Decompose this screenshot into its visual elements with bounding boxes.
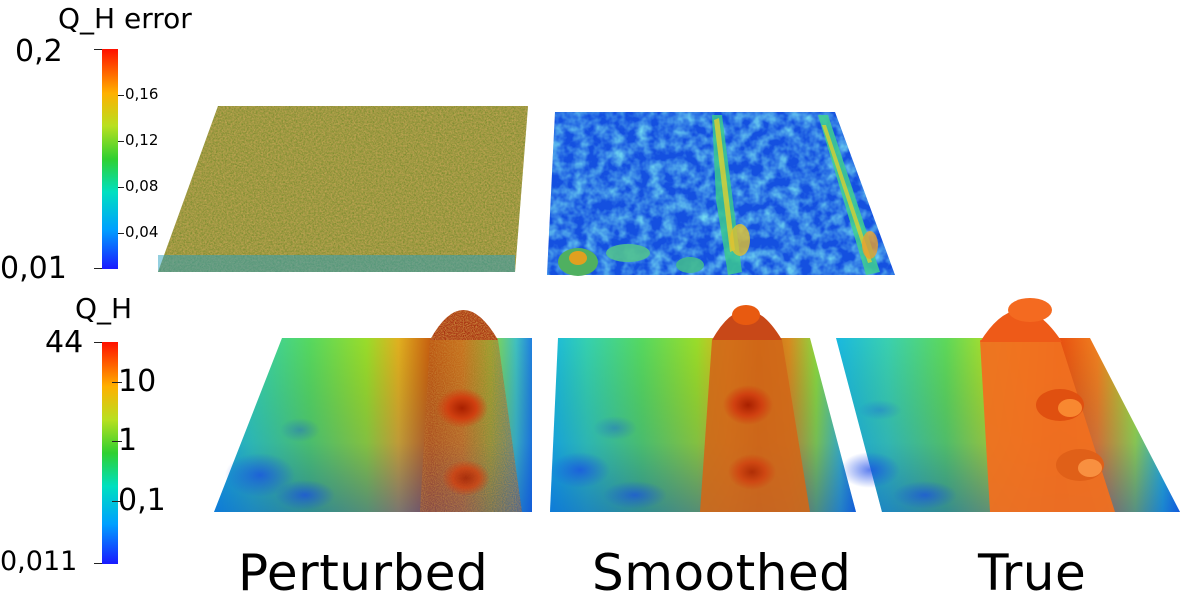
smoothed-qh-surface (550, 305, 856, 512)
value-colorbar-min-label: 0,011 (0, 546, 78, 577)
value-tick-3 (112, 501, 122, 502)
error-tick-label-3: 0,08 (125, 177, 159, 195)
value-colorbar-max-tick (94, 342, 102, 343)
perturbed-error-surface (158, 106, 528, 272)
true-qh-surface (836, 298, 1180, 512)
value-colorbar-min-tick (94, 563, 102, 564)
error-tick-label-2: 0,12 (125, 131, 159, 149)
caption-true: True (978, 544, 1087, 602)
perturbed-qh-surface (214, 310, 532, 512)
caption-smoothed: Smoothed (592, 544, 852, 602)
error-colorbar-min-label: 0,01 (0, 251, 67, 286)
error-colorbar-max-label: 0,2 (15, 34, 63, 69)
value-tick-1 (112, 382, 122, 383)
error-tick-3 (118, 187, 124, 188)
error-colorbar (102, 49, 118, 269)
value-colorbar-title: Q_H (75, 292, 133, 325)
value-colorbar (102, 342, 118, 564)
error-tick-label-1: 0,16 (125, 85, 159, 103)
caption-perturbed: Perturbed (238, 544, 489, 602)
error-tick-1 (118, 95, 124, 96)
error-colorbar-title: Q_H error (58, 2, 192, 35)
value-tick-label-1: 10 (118, 364, 157, 399)
value-tick-2 (112, 441, 122, 442)
value-colorbar-max-label: 44 (45, 325, 84, 360)
value-tick-label-2: 1 (118, 423, 138, 458)
error-colorbar-max-tick (94, 49, 102, 50)
error-tick-2 (118, 141, 124, 142)
error-tick-label-4: 0,04 (125, 223, 159, 241)
value-tick-label-3: 0,1 (118, 483, 166, 518)
error-tick-4 (118, 233, 124, 234)
error-colorbar-min-tick (94, 268, 102, 269)
smoothed-error-surface (547, 112, 895, 276)
